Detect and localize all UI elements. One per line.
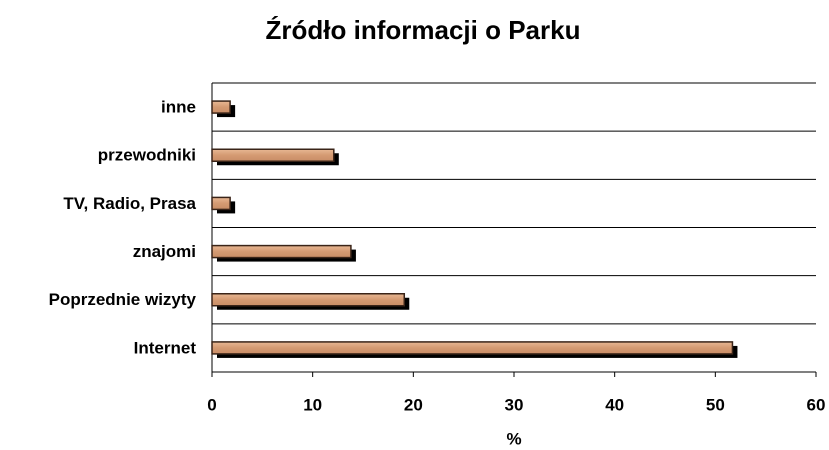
x-tick-label: 50 <box>706 395 725 414</box>
bar <box>211 100 231 114</box>
chart-title: Źródło informacji o Parku <box>266 15 581 45</box>
bar <box>211 148 335 162</box>
y-tick-label: znajomi <box>133 242 196 261</box>
bar <box>211 341 734 355</box>
y-tick-label: Internet <box>134 338 197 357</box>
x-axis-label: % <box>506 429 521 448</box>
y-tick-label: Poprzednie wizyty <box>49 290 197 309</box>
y-tick-label: inne <box>161 98 196 117</box>
x-tick-label: 40 <box>605 395 624 414</box>
x-tick-label: 30 <box>505 395 524 414</box>
bar <box>211 293 406 307</box>
y-tick-label: przewodniki <box>98 146 196 165</box>
x-tick-label: 10 <box>303 395 322 414</box>
x-tick-label: 0 <box>207 395 216 414</box>
x-tick-label: 60 <box>807 395 826 414</box>
y-tick-label: TV, Radio, Prasa <box>63 194 196 213</box>
x-tick-label: 20 <box>404 395 423 414</box>
bar <box>211 244 352 259</box>
bar <box>211 196 231 211</box>
